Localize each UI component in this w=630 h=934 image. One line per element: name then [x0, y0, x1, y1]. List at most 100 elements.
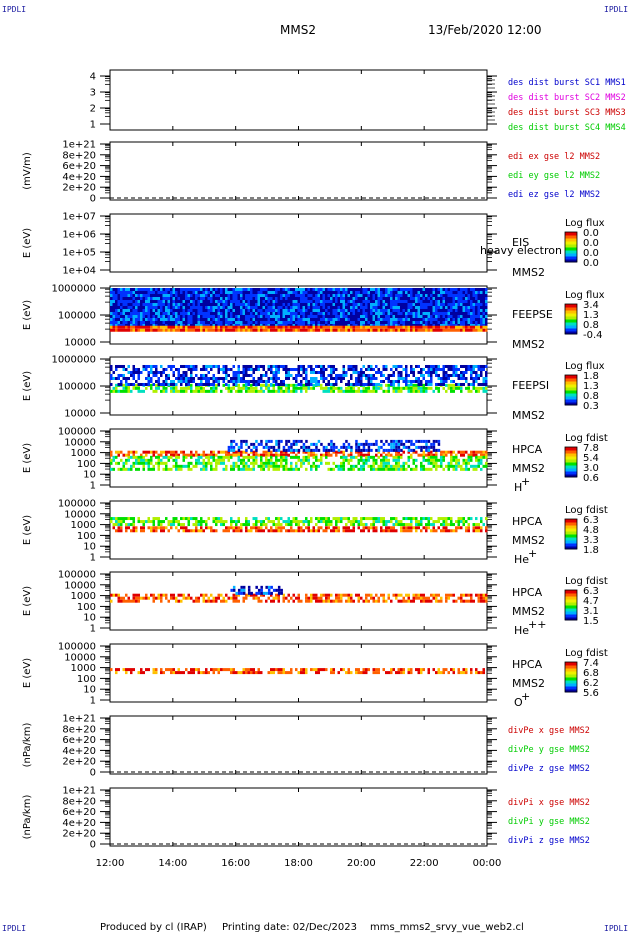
- heatmap-cell: [407, 439, 411, 443]
- heatmap-feepsi: [110, 364, 488, 393]
- ytick-label: 4e+20: [62, 172, 96, 183]
- heatmap-cell: [320, 325, 323, 329]
- ytick-label: 10000: [64, 409, 96, 420]
- heatmap-cell: [187, 297, 190, 300]
- heatmap-cell: [462, 318, 465, 321]
- heatmap-cell: [372, 367, 375, 371]
- heatmap-cell: [245, 461, 248, 465]
- heatmap-cell: [152, 520, 155, 524]
- heatmap-cell: [122, 364, 125, 368]
- heatmap-cell: [442, 370, 445, 374]
- heatmap-cell: [315, 318, 318, 321]
- heatmap-cell: [120, 315, 123, 318]
- heatmap-cell: [240, 328, 243, 332]
- heatmap-cell: [267, 383, 270, 387]
- heatmap-cell: [327, 312, 330, 315]
- heatmap-cell: [425, 448, 428, 452]
- heatmap-cell: [302, 312, 305, 315]
- heatmap-cell: [180, 517, 183, 521]
- heatmap-cell: [467, 389, 470, 393]
- heatmap-cell: [240, 376, 243, 380]
- heatmap-cell: [200, 467, 203, 471]
- heatmap-cell: [252, 379, 255, 383]
- heatmap-cell: [345, 328, 348, 332]
- heatmap-cell: [285, 383, 288, 387]
- heatmap-cell: [205, 303, 208, 306]
- heatmap-cell: [465, 529, 468, 533]
- heatmap-cell: [275, 448, 278, 452]
- heatmap-cell: [397, 328, 400, 332]
- heatmap-cell: [295, 321, 298, 324]
- colorbar-title: Log flux: [565, 290, 605, 301]
- heatmap-cell: [197, 291, 200, 294]
- heatmap-cell: [360, 318, 363, 321]
- heatmap-cell: [370, 364, 373, 368]
- heatmap-cell: [320, 328, 323, 332]
- heatmap-cell: [150, 376, 153, 380]
- heatmap-cell: [395, 325, 398, 329]
- heatmap-cell: [435, 325, 438, 329]
- heatmap-cell: [197, 318, 200, 321]
- heatmap-cell: [392, 288, 395, 291]
- heatmap-cell: [177, 294, 180, 297]
- heatmap-cell: [150, 318, 153, 321]
- heatmap-cell: [302, 442, 306, 446]
- heatmap-cell: [177, 467, 180, 471]
- heatmap-cell: [475, 464, 478, 468]
- heatmap-cell: [452, 328, 455, 332]
- heatmap-cell: [132, 364, 135, 368]
- heatmap-cell: [392, 445, 396, 449]
- heatmap-cell: [485, 312, 488, 315]
- heatmap-cell: [250, 312, 253, 315]
- heatmap-cell: [422, 526, 425, 530]
- heatmap-cell: [217, 321, 220, 324]
- heatmap-cell: [425, 321, 428, 324]
- heatmap-cell: [122, 464, 125, 468]
- heatmap-cell: [240, 439, 243, 443]
- heatmap-cell: [232, 464, 235, 468]
- heatmap-cell: [400, 529, 403, 533]
- heatmap-cell: [227, 529, 230, 533]
- heatmap-cell: [117, 294, 120, 297]
- heatmap-cell: [312, 312, 315, 315]
- heatmap-cell: [152, 294, 155, 297]
- heatmap-cell: [255, 455, 258, 459]
- heatmap-cell: [255, 386, 258, 390]
- heatmap-cell: [475, 294, 478, 297]
- heatmap-cell: [342, 367, 345, 371]
- heatmap-cell: [255, 448, 258, 452]
- heatmap-cell: [167, 328, 170, 332]
- heatmap-cell: [285, 315, 288, 318]
- heatmap-cell: [370, 315, 373, 318]
- heatmap-cell: [250, 526, 253, 530]
- heatmap-cell: [110, 312, 113, 315]
- heatmap-cell: [232, 370, 235, 374]
- heatmap-cell: [292, 328, 295, 332]
- heatmap-cell: [152, 370, 155, 374]
- heatmap-cell: [247, 364, 250, 368]
- heatmap-cell: [467, 297, 470, 300]
- heatmap-cell: [127, 382, 130, 386]
- heatmap-cell: [142, 464, 145, 468]
- heatmap-cell: [272, 312, 275, 315]
- heatmap-cell: [147, 291, 150, 294]
- heatmap-cell: [117, 529, 120, 533]
- heatmap-cell: [362, 382, 365, 386]
- heatmap-cell: [157, 318, 160, 321]
- heatmap-cell: [405, 529, 408, 533]
- heatmap-cell: [187, 517, 190, 521]
- heatmap-cell: [272, 389, 275, 393]
- heatmap-cell: [442, 309, 445, 312]
- heatmap-cell: [140, 325, 143, 329]
- heatmap-cell: [195, 364, 198, 368]
- heatmap-cell: [147, 306, 150, 309]
- heatmap-cell: [367, 373, 370, 377]
- heatmap-cell: [260, 303, 263, 306]
- heatmap-cell: [342, 297, 345, 300]
- heatmap-cell: [142, 523, 145, 527]
- colorbar-segment: [565, 396, 577, 400]
- heatmap-cell: [477, 309, 480, 312]
- heatmap-cell: [452, 455, 455, 459]
- heatmap-cell: [217, 376, 220, 380]
- heatmap-cell: [265, 373, 268, 377]
